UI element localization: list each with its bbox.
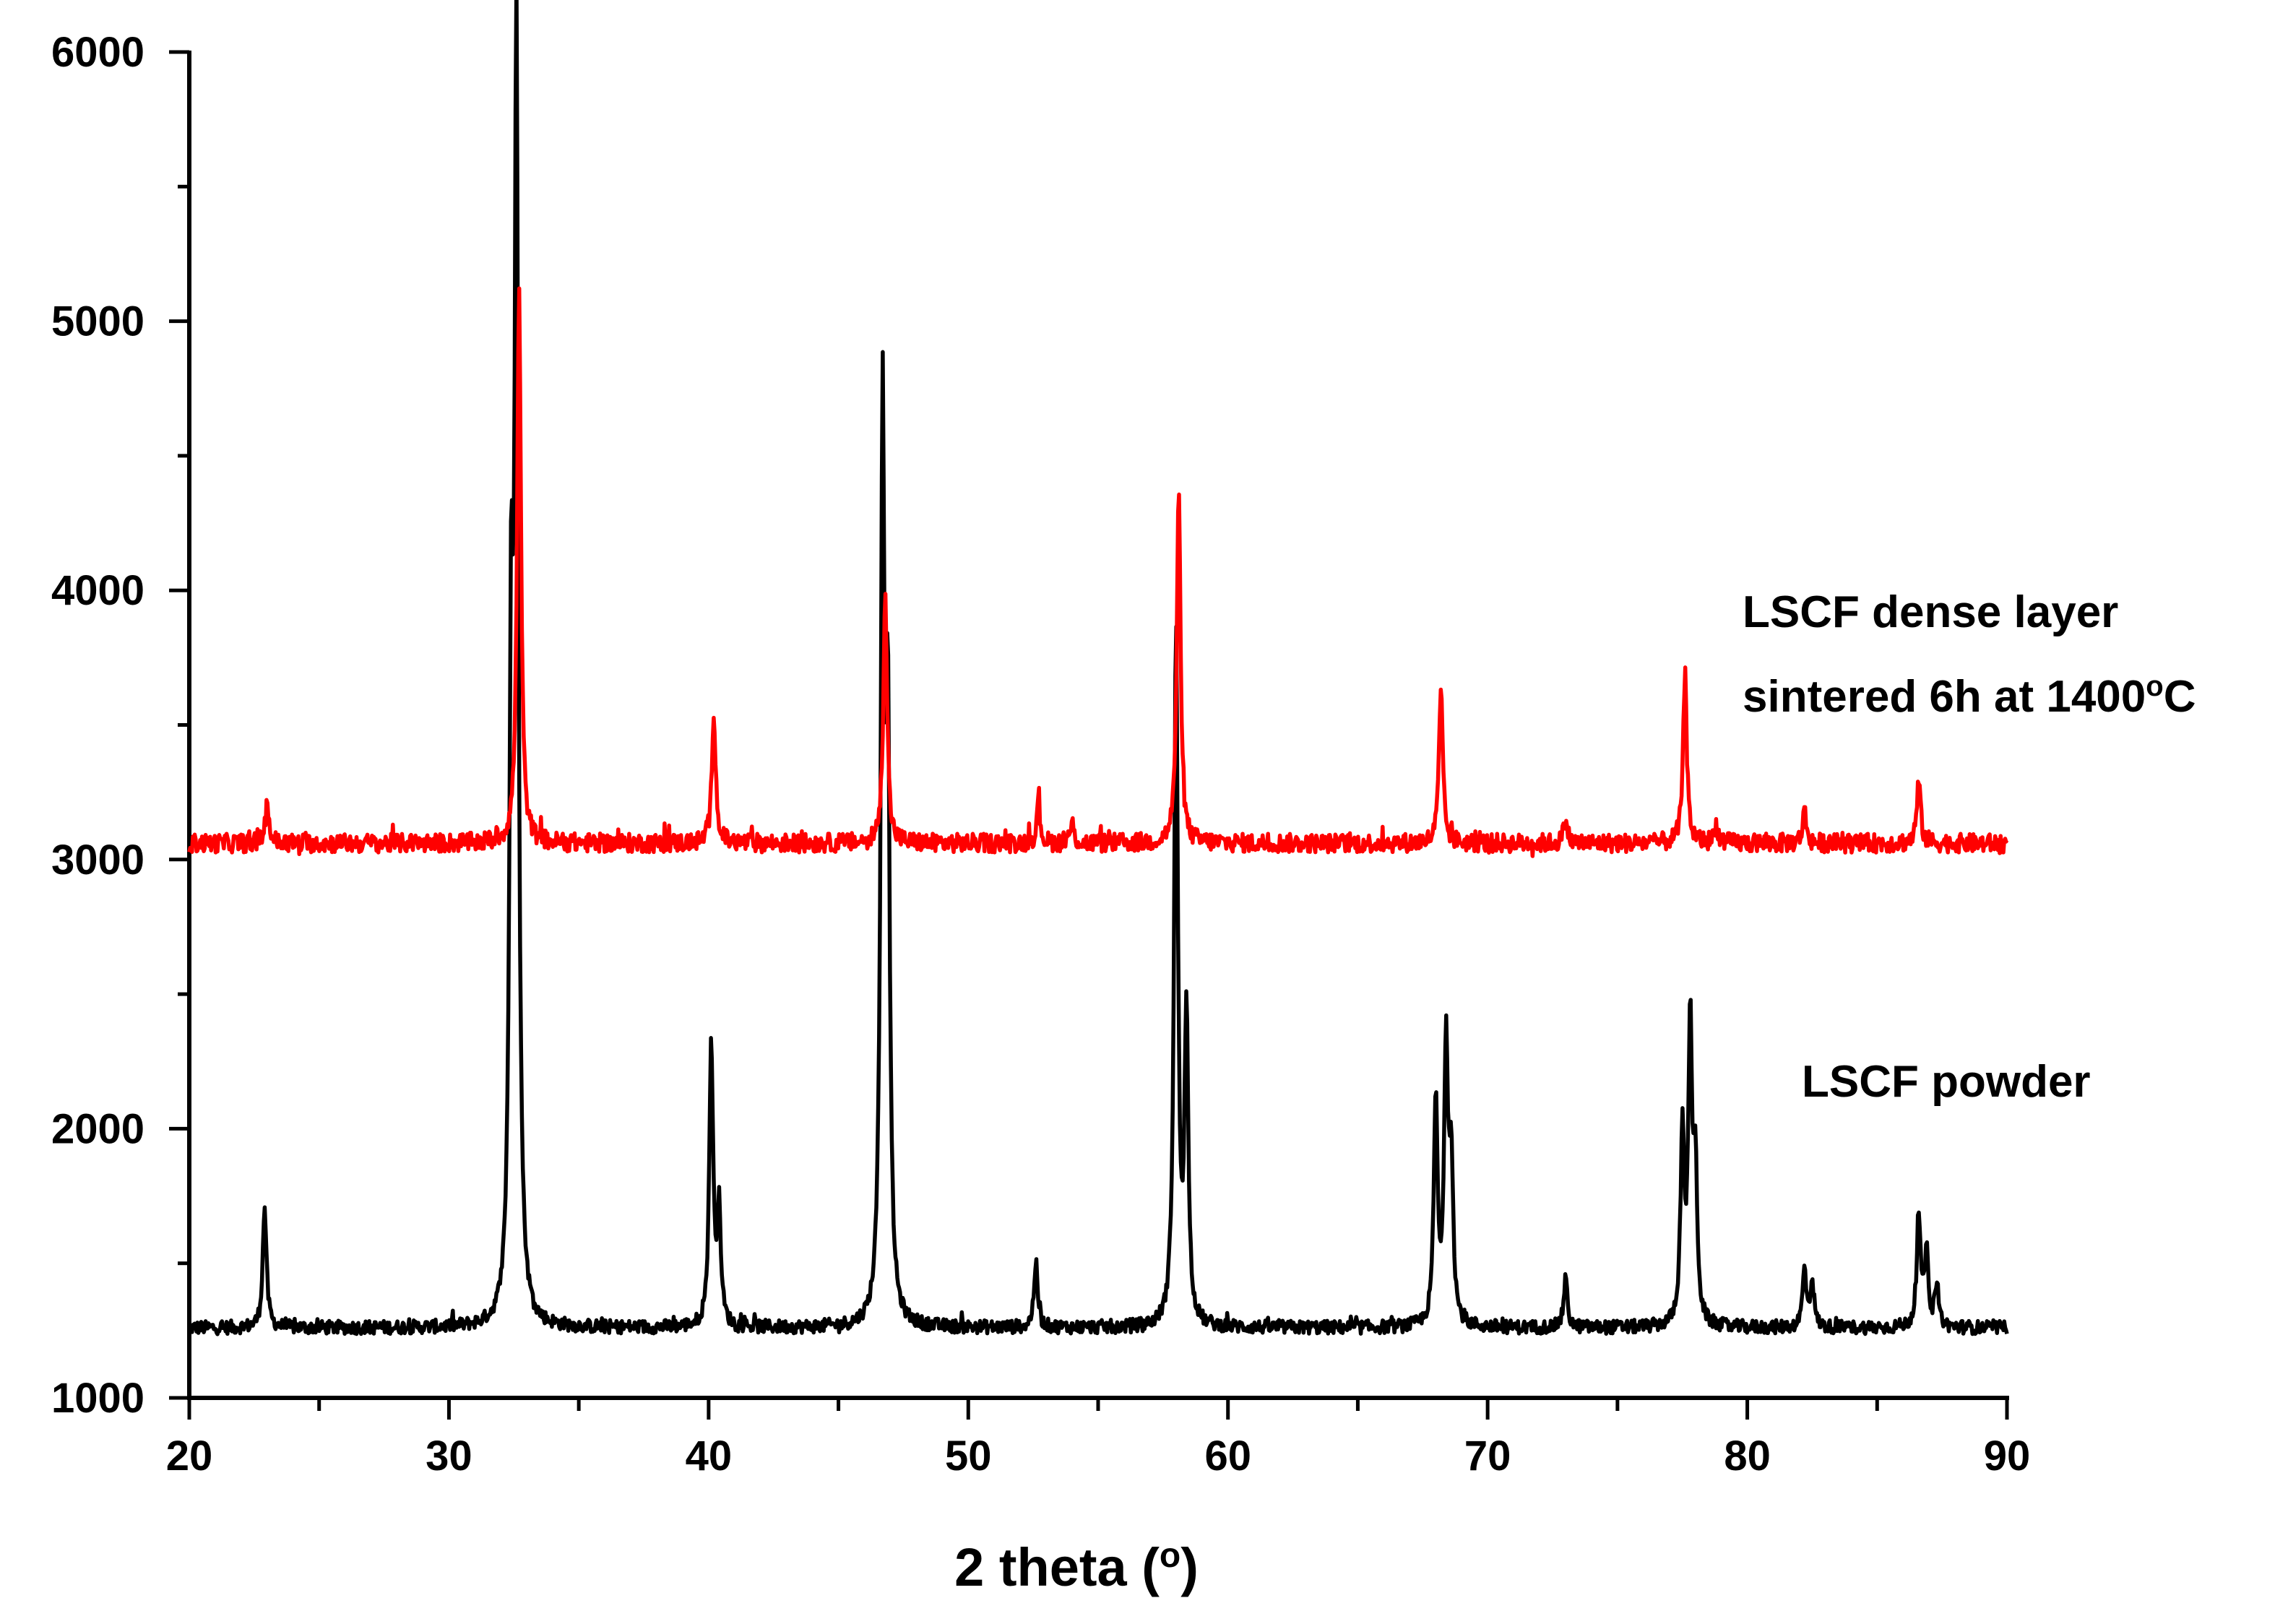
x-tick-label: 50: [945, 1433, 992, 1480]
labels-layer: 2 theta (o) LSCF dense layer sintered 6h…: [954, 587, 2196, 1597]
x-tick-label: 30: [426, 1433, 472, 1480]
y-tick-label: 3000: [51, 837, 144, 884]
series-line-lscf-dense-layer: [187, 286, 2009, 858]
y-tick-label: 4000: [51, 567, 144, 614]
annotation-dense-layer-line2-end: C: [2164, 672, 2196, 722]
y-tick-label: 6000: [51, 29, 144, 76]
series-line-lscf-powder: [188, 0, 2009, 1336]
annotation-dense-layer-line2-superscript: o: [2146, 670, 2163, 702]
annotation-powder: LSCF powder: [1802, 1057, 2091, 1107]
annotation-dense-layer-line2-main: sintered 6h at 1400: [1743, 672, 2146, 722]
x-tick-label: 90: [1984, 1433, 2031, 1480]
annotation-dense-layer-line1: LSCF dense layer: [1743, 587, 2118, 637]
x-tick-label: 80: [1724, 1433, 1771, 1480]
x-axis-title-superscript: o: [1160, 1537, 1180, 1575]
annotation-dense-layer-line2: sintered 6h at 1400oC: [1743, 670, 2196, 722]
x-tick-label: 20: [166, 1433, 213, 1480]
axes: 20 30 40 50 60 70 80 90 1000 2000 3000 4000 5000 6000: [51, 29, 2030, 1480]
x-tick-label: 60: [1204, 1433, 1251, 1480]
x-tick-label: 40: [686, 1433, 733, 1480]
y-tick-label: 1000: [51, 1375, 144, 1422]
x-axis-title: 2 theta (o): [954, 1537, 1199, 1597]
x-axis-title-text: 2 theta (: [954, 1537, 1160, 1597]
x-axis-title-close: ): [1180, 1537, 1199, 1597]
y-tick-label: 5000: [51, 298, 144, 345]
series-layer: [187, 0, 2009, 1336]
x-tick-label: 70: [1464, 1433, 1511, 1480]
y-tick-label: 2000: [51, 1105, 144, 1152]
